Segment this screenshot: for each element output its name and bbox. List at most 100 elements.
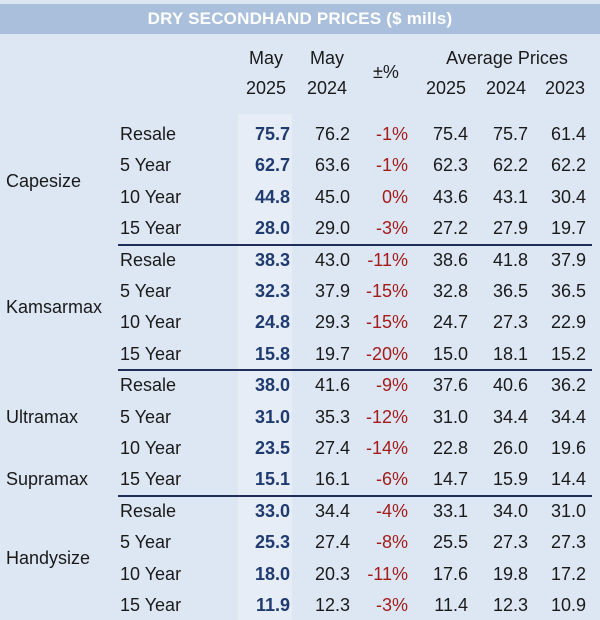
header-avg-2023: 2023 <box>544 78 586 98</box>
row-term-label: 10 Year <box>120 312 182 333</box>
cell-may-2025: 38.3 <box>254 249 290 270</box>
group-divider <box>118 494 592 497</box>
row-term-label: 5 Year <box>120 406 172 427</box>
cell-may-2024: 45.0 <box>314 186 350 207</box>
category-label: Ultramax <box>6 406 79 427</box>
category-label: Handysize <box>6 547 91 568</box>
cell-change: -15% <box>365 281 408 301</box>
row-term-label: 15 Year <box>120 595 182 615</box>
row-term-label: 15 Year <box>120 469 182 490</box>
cell-change: -6% <box>375 469 408 490</box>
cell-avg-2023: 61.4 <box>550 124 586 144</box>
cell-avg-2023: 34.4 <box>550 406 586 427</box>
row-term-label: 10 Year <box>120 438 182 458</box>
cell-avg-2024: 19.8 <box>492 563 528 584</box>
cell-may-2025: 31.0 <box>254 406 290 427</box>
cell-avg-2023: 22.9 <box>550 312 586 333</box>
row-term-label: Resale <box>120 375 177 396</box>
cell-may-2025: 15.1 <box>254 469 290 490</box>
cell-avg-2025: 15.0 <box>432 343 468 364</box>
cell-avg-2023: 30.4 <box>550 186 586 207</box>
cell-may-2024: 29.3 <box>314 312 350 333</box>
row-term-label: 15 Year <box>120 218 182 239</box>
group-divider <box>118 369 592 372</box>
cell-may-2025: 11.9 <box>255 595 290 615</box>
cell-avg-2024: 36.5 <box>492 281 528 301</box>
cell-avg-2024: 62.2 <box>492 155 528 176</box>
cell-may-2024: 34.4 <box>314 500 350 521</box>
cell-change: -1% <box>375 124 408 144</box>
cell-change: -9% <box>375 375 408 396</box>
cell-may-2025: 38.0 <box>254 375 290 396</box>
header-may-2025-year: 2025 <box>245 78 287 98</box>
row-term-label: Resale <box>120 249 177 270</box>
cell-avg-2025: 62.3 <box>432 155 468 176</box>
cell-may-2024: 27.4 <box>314 438 350 458</box>
cell-may-2024: 19.7 <box>314 343 350 364</box>
cell-avg-2025: 25.5 <box>432 532 468 553</box>
cell-may-2024: 27.4 <box>314 532 350 553</box>
cell-avg-2023: 37.9 <box>550 249 586 270</box>
cell-change: -12% <box>365 406 408 427</box>
table-title: DRY SECONDHAND PRICES ($ mills) <box>0 4 600 34</box>
header-avg-2025: 2025 <box>425 78 467 98</box>
row-term-label: 10 Year <box>120 186 182 207</box>
cell-may-2024: 37.9 <box>314 281 350 301</box>
row-term-label: 5 Year <box>120 155 172 176</box>
cell-avg-2024: 75.7 <box>492 124 528 144</box>
cell-may-2024: 35.3 <box>314 406 350 427</box>
row-term-label: 10 Year <box>120 563 182 584</box>
cell-change: -3% <box>375 218 408 239</box>
cell-avg-2023: 15.2 <box>550 343 586 364</box>
row-term-label: 15 Year <box>120 343 182 364</box>
cell-avg-2025: 75.4 <box>432 124 468 144</box>
cell-avg-2024: 12.3 <box>492 595 528 615</box>
cell-avg-2025: 31.0 <box>432 406 468 427</box>
cell-may-2024: 43.0 <box>314 249 350 270</box>
cell-avg-2023: 36.5 <box>550 281 586 301</box>
cell-avg-2025: 32.8 <box>432 281 468 301</box>
category-label: Capesize <box>6 171 82 192</box>
cell-avg-2024: 18.1 <box>492 343 528 364</box>
cell-avg-2023: 19.7 <box>550 218 586 239</box>
cell-may-2024: 41.6 <box>314 375 350 396</box>
cell-avg-2024: 27.9 <box>492 218 528 239</box>
cell-avg-2023: 27.3 <box>550 532 586 553</box>
cell-avg-2023: 62.2 <box>550 155 586 176</box>
category-label: Supramax <box>6 469 89 490</box>
cell-avg-2023: 19.6 <box>550 438 586 458</box>
cell-avg-2023: 17.2 <box>550 563 586 584</box>
cell-may-2024: 63.6 <box>314 155 350 176</box>
row-term-label: Resale <box>120 124 177 144</box>
cell-may-2025: 62.7 <box>254 155 290 176</box>
cell-avg-2024: 40.6 <box>492 375 528 396</box>
header-may-2024-year: 2024 <box>306 78 348 98</box>
cell-avg-2024: 27.3 <box>492 532 528 553</box>
cell-change: -14% <box>365 438 408 458</box>
cell-avg-2025: 17.6 <box>432 563 468 584</box>
cell-avg-2024: 26.0 <box>492 438 528 458</box>
cell-avg-2023: 36.2 <box>550 375 586 396</box>
header-may-2024-month: May <box>309 48 344 68</box>
cell-change: -11% <box>367 249 408 270</box>
cell-change: -15% <box>365 312 408 333</box>
cell-may-2025: 18.0 <box>254 563 290 584</box>
header-avg-2024: 2024 <box>485 78 527 98</box>
cell-avg-2025: 14.7 <box>432 469 468 490</box>
cell-avg-2024: 27.3 <box>492 312 528 333</box>
cell-may-2025: 32.3 <box>254 281 290 301</box>
cell-avg-2024: 41.8 <box>492 249 528 270</box>
cell-avg-2025: 38.6 <box>432 249 468 270</box>
header-average-prices: Average Prices <box>446 48 568 68</box>
cell-may-2025: 75.7 <box>254 124 290 144</box>
cell-may-2025: 15.8 <box>254 343 290 364</box>
cell-avg-2025: 24.7 <box>432 312 468 333</box>
cell-avg-2025: 22.8 <box>432 438 468 458</box>
cell-may-2025: 33.0 <box>254 500 290 521</box>
cell-avg-2024: 34.4 <box>492 406 528 427</box>
cell-may-2024: 29.0 <box>314 218 350 239</box>
cell-may-2025: 44.8 <box>254 186 290 207</box>
cell-may-2024: 12.3 <box>314 595 350 615</box>
cell-may-2025: 28.0 <box>254 218 290 239</box>
cell-change: 0% <box>381 186 408 207</box>
